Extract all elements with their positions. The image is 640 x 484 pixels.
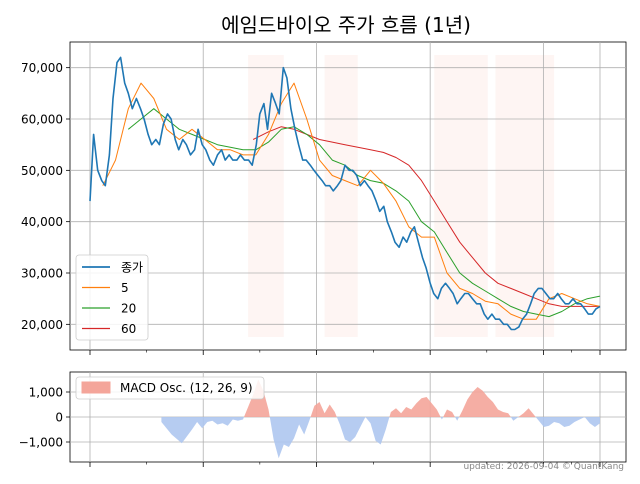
legend-label-1: 5	[121, 281, 129, 295]
price-ytick-label-0: 20,000	[21, 318, 63, 332]
price-y-ticks: 20,000 30,000 40,000 50,000 60,000 70,000	[21, 61, 70, 332]
price-panel: 20,000 30,000 40,000 50,000 60,000 70,000 종가 5…	[21, 41, 627, 355]
price-ytick-label-5: 70,000	[21, 61, 63, 75]
price-shaded-ranges	[248, 55, 555, 337]
legend-label-3: 60	[121, 322, 136, 336]
shaded-range-2	[434, 55, 488, 337]
macd-y-ticks: −1,000 0 1,000	[19, 386, 70, 450]
price-ytick-label-2: 40,000	[21, 215, 63, 229]
legend-label-0: 종가	[121, 261, 143, 275]
footer-credit: updated: 2026-09-04 © QuantKang	[463, 462, 624, 472]
series-line-3	[252, 126, 600, 307]
price-legend: 종가 5 20 60	[75, 254, 149, 341]
chart-title: 에임드바이오 주가 흐름 (1년)	[221, 13, 471, 37]
shaded-range-1	[324, 55, 358, 337]
price-legend-box	[75, 254, 149, 341]
macd-legend-label: MACD Osc. (12, 26, 9)	[120, 381, 253, 395]
series-line-1	[102, 82, 601, 320]
price-ytick-label-4: 60,000	[21, 113, 63, 127]
price-ytick-label-1: 30,000	[21, 267, 63, 281]
macd-legend-box	[75, 376, 265, 400]
macd-ytick-label-0: −1,000	[19, 436, 63, 450]
series-line-0	[89, 56, 601, 331]
macd-area	[161, 379, 600, 459]
macd-legend: MACD Osc. (12, 26, 9)	[75, 376, 265, 400]
macd-negative-area	[161, 417, 600, 459]
price-series-lines	[89, 56, 601, 331]
macd-ytick-label-1: 0	[55, 411, 63, 425]
macd-panel: −1,000 0 1,000 MACD Osc. (12, 26, 9)	[19, 371, 627, 467]
macd-ytick-label-2: 1,000	[29, 386, 63, 400]
shaded-range-0	[248, 55, 284, 337]
macd-legend-swatch	[81, 381, 111, 394]
price-ytick-label-3: 50,000	[21, 164, 63, 178]
legend-label-2: 20	[121, 302, 136, 316]
macd-x-ticks	[89, 462, 601, 467]
shaded-range-3	[495, 55, 555, 337]
macd-positive-area	[161, 379, 600, 417]
price-x-ticks	[89, 350, 601, 355]
